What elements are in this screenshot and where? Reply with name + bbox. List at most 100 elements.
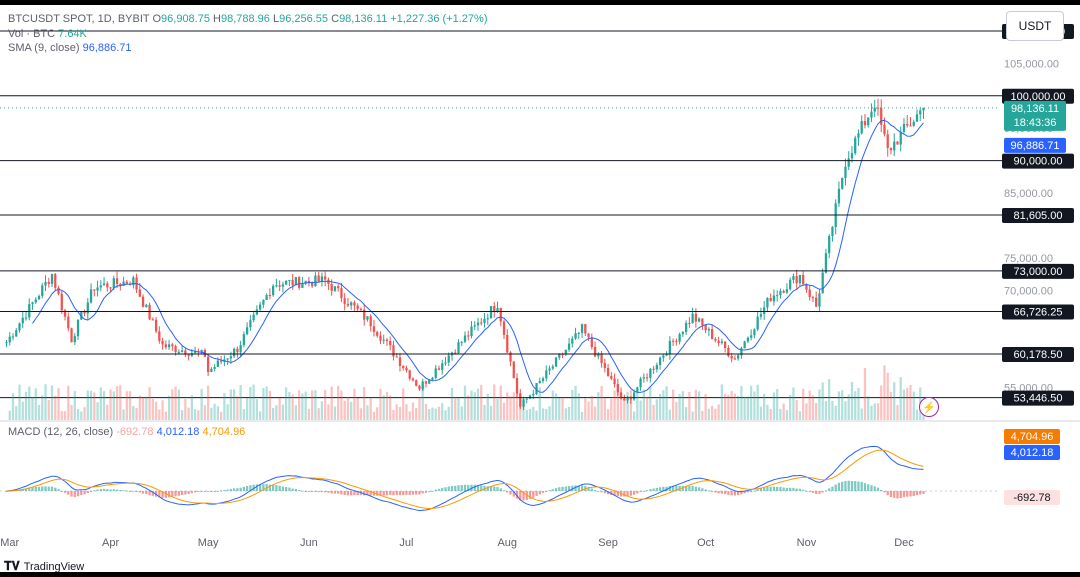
- candle-body: [346, 303, 350, 306]
- lightning-icon[interactable]: ⚡: [919, 397, 939, 417]
- volume-bar: [70, 405, 73, 420]
- volume-bar: [128, 391, 132, 420]
- candle-body: [415, 380, 418, 386]
- candle-body: [593, 347, 597, 357]
- macd-histogram-bar: [502, 490, 506, 492]
- candle-body: [678, 334, 681, 342]
- macd-histogram-bar: [385, 491, 389, 496]
- macd-histogram-bar: [54, 487, 57, 491]
- volume-bar: [281, 404, 285, 420]
- macd-histogram-bar: [714, 491, 717, 493]
- candle-body: [431, 377, 434, 380]
- volume-bar: [642, 389, 645, 420]
- currency-selector[interactable]: USDT: [1006, 11, 1064, 41]
- macd-histogram-bar: [80, 491, 83, 496]
- volume-bar: [906, 388, 909, 420]
- candle-body: [457, 342, 460, 354]
- macd-histogram-bar: [593, 490, 597, 492]
- macd-histogram-bar: [167, 491, 171, 498]
- macd-histogram-bar: [255, 484, 259, 491]
- volume-bar: [486, 393, 489, 420]
- x-axis-label: Apr: [102, 537, 119, 549]
- volume-bar: [158, 409, 161, 420]
- macd-histogram-bar: [288, 487, 291, 491]
- symbol-label[interactable]: BTCUSDT SPOT, 1D, BYBIT: [8, 13, 150, 25]
- candle-body: [889, 147, 893, 151]
- candle-body: [294, 277, 298, 286]
- volume-bar: [561, 397, 564, 420]
- price-chart[interactable]: Mar Apr May Jun Jul Aug Sep Oct Nov Dec 105,000.00…: [0, 5, 1080, 572]
- macd-legend[interactable]: MACD (12, 26, close) -692.78 4,012.18 4,…: [8, 426, 246, 438]
- volume-bar: [545, 408, 548, 420]
- sma-legend[interactable]: SMA (9, close) 96,886.71: [8, 42, 132, 54]
- volume-bar: [909, 385, 912, 420]
- volume-legend[interactable]: Vol · BTC 7.64K: [8, 28, 87, 40]
- macd-histogram-bar: [489, 486, 493, 491]
- macd-histogram-bar: [434, 489, 437, 491]
- macd-histogram-bar: [376, 491, 379, 496]
- macd-histogram-bar: [704, 489, 707, 491]
- volume-bar: [753, 391, 756, 420]
- macd-histogram-bar: [580, 485, 584, 491]
- volume-bar: [551, 390, 554, 420]
- macd-histogram-bar: [219, 490, 223, 492]
- volume-bar: [249, 386, 252, 420]
- macd-histogram-bar: [519, 491, 522, 501]
- volume-bar: [639, 400, 642, 420]
- volume-bar: [727, 394, 730, 420]
- volume-bar: [740, 386, 743, 420]
- macd-histogram-bar: [272, 484, 275, 491]
- candle-body: [750, 335, 753, 338]
- candle-body: [272, 285, 275, 296]
- volume-bar: [870, 405, 873, 420]
- macd-histogram-bar: [515, 491, 519, 499]
- volume-bar: [180, 410, 184, 420]
- candle-body: [811, 297, 815, 299]
- candle-body: [31, 302, 34, 305]
- macd-histogram-bar: [151, 491, 154, 496]
- macd-histogram-bar: [294, 488, 298, 491]
- candle-body: [122, 281, 125, 286]
- macd-histogram-bar: [902, 491, 906, 498]
- volume-bar: [746, 396, 750, 420]
- sma-badge-label: 96,886.71: [1011, 140, 1060, 152]
- candle-body: [281, 284, 285, 287]
- sma-value: 96,886.71: [82, 42, 132, 54]
- macd-histogram-bar: [356, 491, 359, 496]
- volume-bar: [571, 389, 574, 420]
- candle-body: [613, 378, 616, 385]
- macd-histogram-bar: [70, 491, 73, 497]
- macd-histogram-bar: [730, 491, 733, 496]
- macd-histogram-bar: [551, 489, 554, 491]
- macd-histogram-bar: [437, 488, 441, 491]
- volume-bar: [184, 398, 187, 420]
- volume-bar: [83, 407, 86, 420]
- volume-bar: [385, 392, 389, 420]
- volume-bar: [467, 395, 470, 420]
- volume-bar: [421, 384, 424, 420]
- volume-bar: [148, 387, 151, 420]
- volume-bar: [200, 389, 203, 420]
- volume-bar: [454, 397, 457, 420]
- volume-bar: [593, 406, 597, 420]
- volume-bar: [223, 392, 226, 420]
- macd-histogram-bar: [571, 485, 574, 491]
- candle-body: [697, 318, 701, 322]
- candle-body: [447, 355, 450, 363]
- candle-body: [876, 107, 880, 109]
- x-axis-label: Jul: [399, 537, 413, 549]
- candle-body: [684, 322, 688, 333]
- volume-bar: [255, 399, 259, 420]
- volume-bar: [896, 405, 899, 420]
- candle-body: [145, 304, 148, 307]
- volume-bar: [564, 408, 567, 420]
- candle-body: [389, 341, 392, 346]
- macd-histogram-bar: [28, 487, 31, 491]
- macd-histogram-bar: [909, 491, 912, 497]
- candle-body: [763, 307, 766, 315]
- candle-body: [665, 354, 668, 356]
- candle-body: [675, 341, 678, 343]
- candle-body: [587, 333, 590, 338]
- volume-bar: [350, 401, 353, 420]
- tradingview-logo[interactable]: 𝐓𝐕 TradingView: [4, 559, 85, 572]
